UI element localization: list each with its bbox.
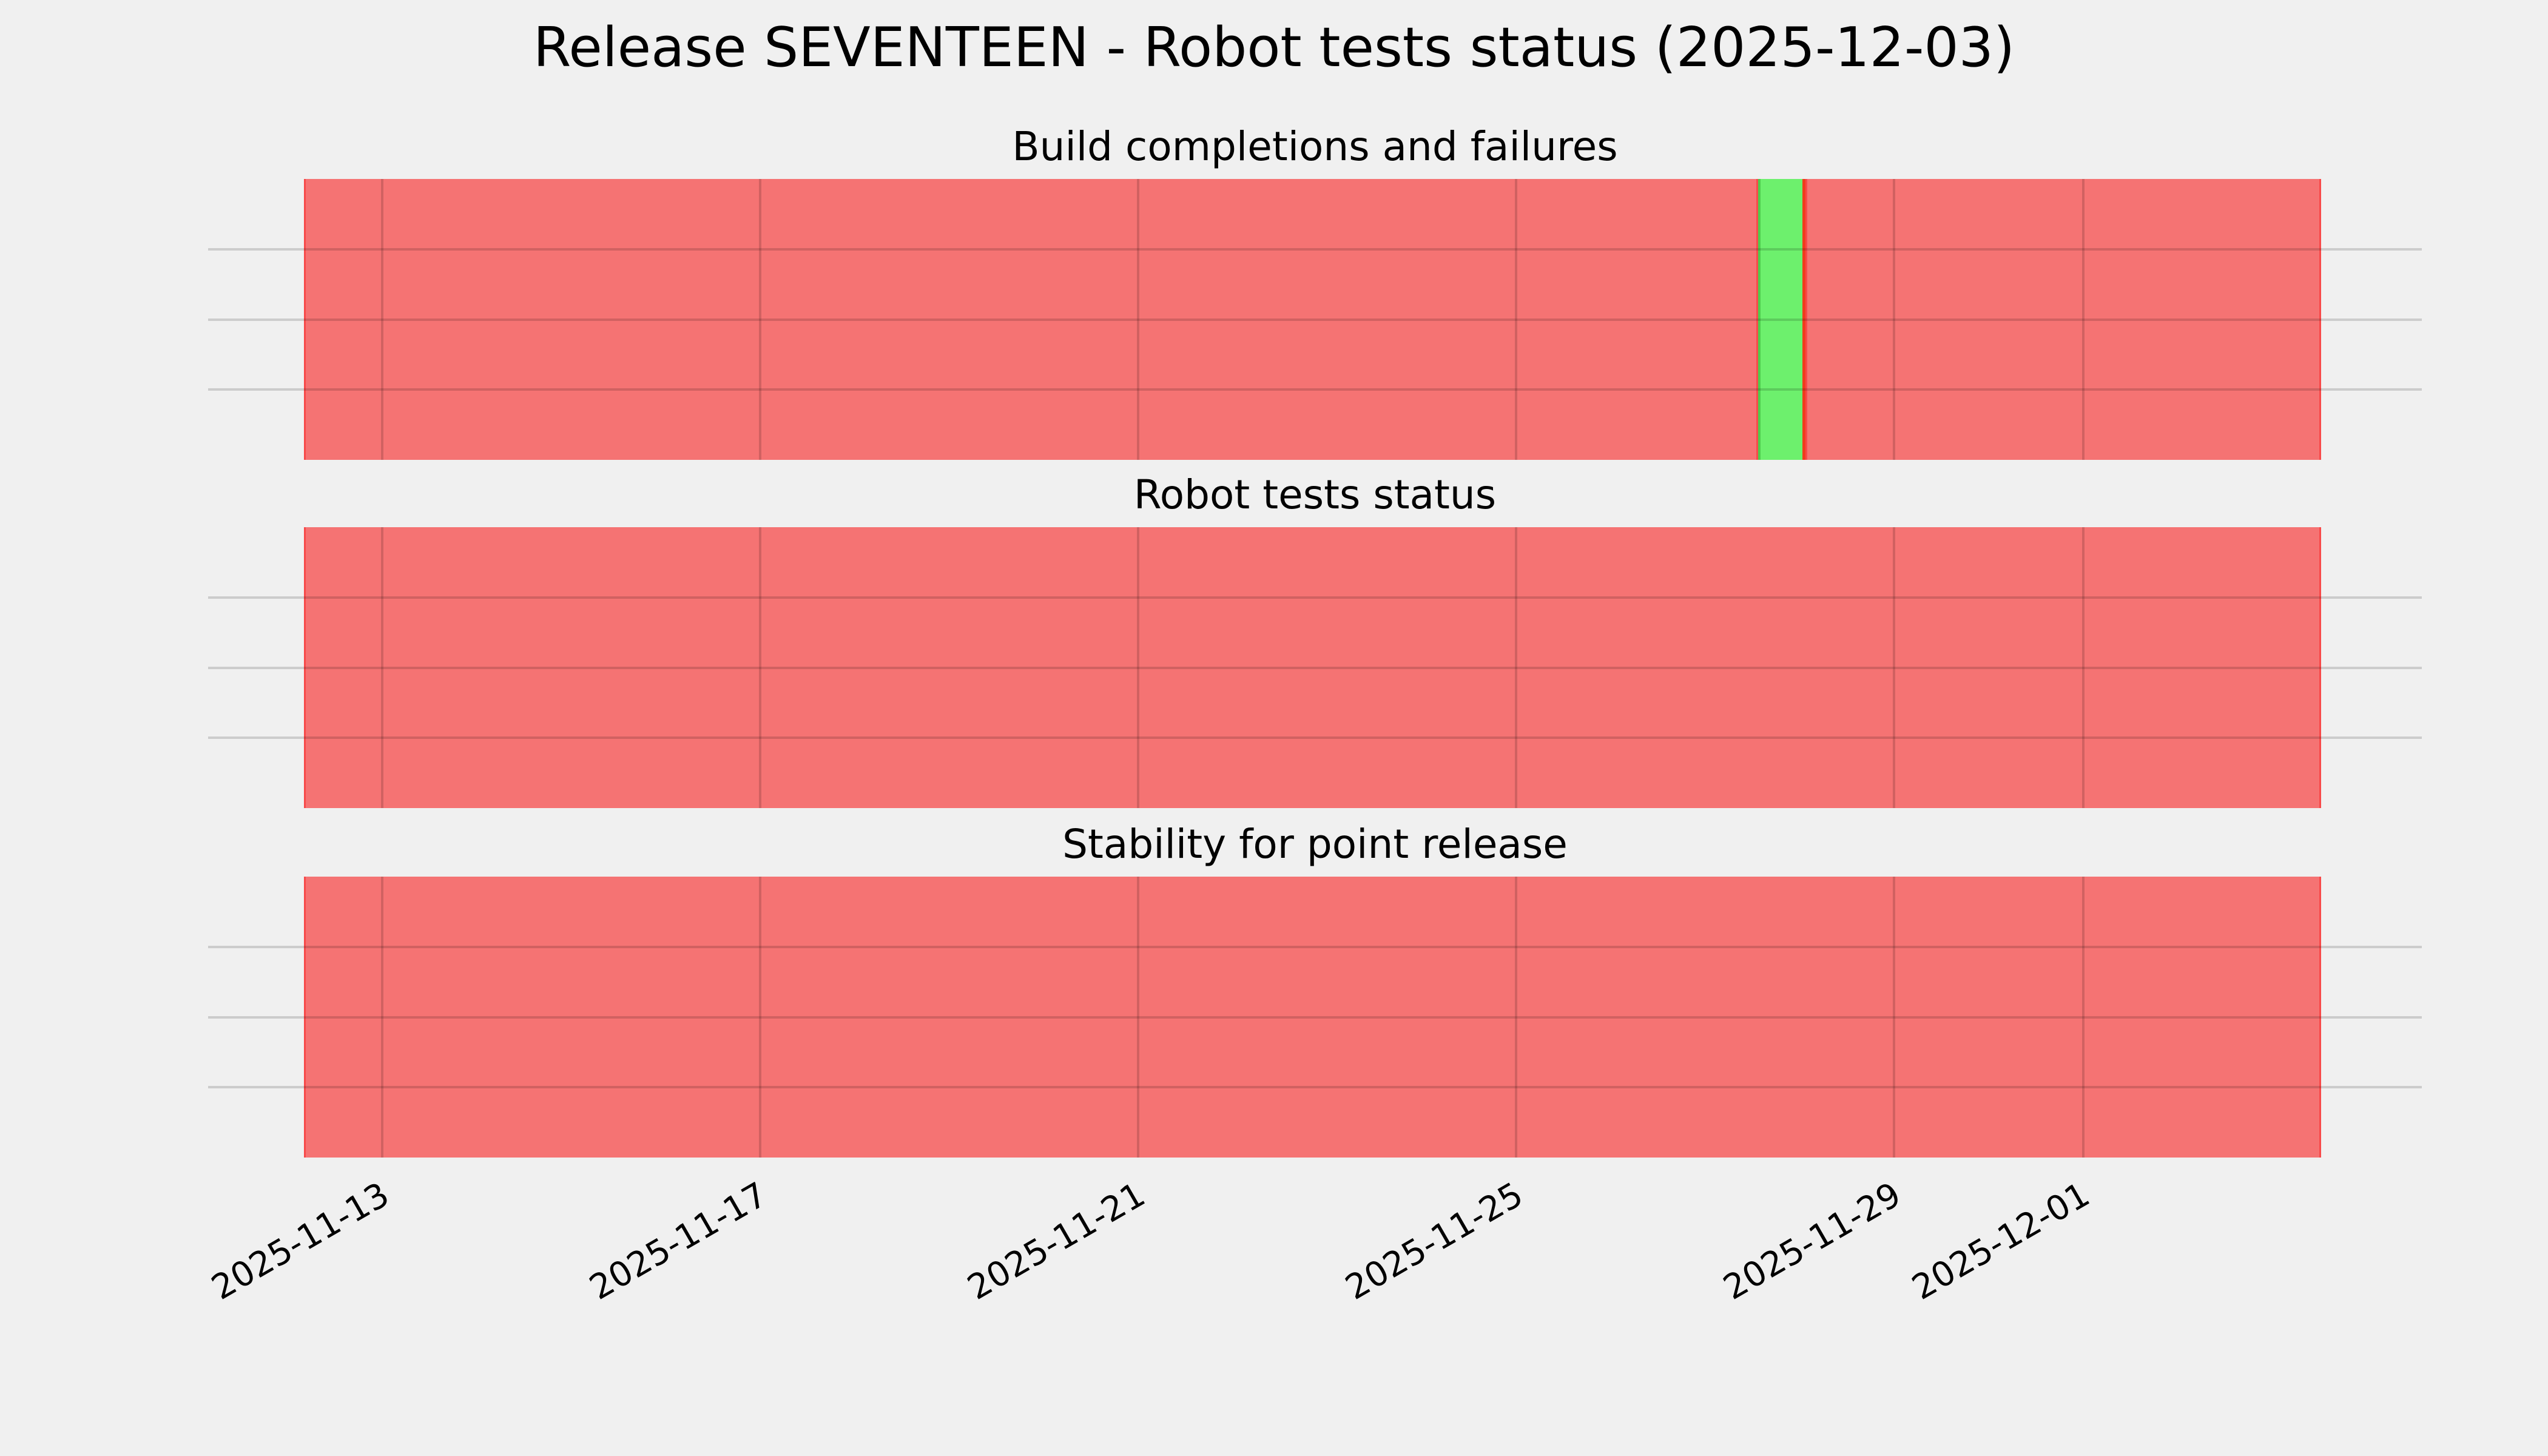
status-segment-fail [304,877,2321,1158]
axes-1 [208,179,2422,460]
axes-3 [208,877,2422,1158]
vertical-gridline [1893,877,1895,1158]
figure-title: Release SEVENTEEN - Robot tests status (… [533,16,2015,79]
vertical-gridline [2081,179,2085,460]
vertical-gridline [1893,527,1895,808]
horizontal-gridline [208,248,2422,251]
subplot2-title: Robot tests status [1133,471,1497,518]
horizontal-gridline [208,318,2422,321]
horizontal-gridline [208,1086,2422,1089]
vertical-gridline [1515,179,1517,460]
vertical-gridline [1515,877,1517,1158]
vertical-gridline [1137,179,1140,460]
horizontal-gridline [208,666,2422,669]
x-tick-label: 2025-11-29 [1716,1175,1908,1308]
x-tick-label: 2025-11-25 [1338,1175,1530,1308]
vertical-gridline [380,527,383,808]
x-tick-label: 2025-11-21 [960,1175,1152,1308]
horizontal-gridline [208,1016,2422,1019]
horizontal-gridline [208,596,2422,599]
vertical-gridline [2081,877,2085,1158]
vertical-gridline [1515,527,1517,808]
x-tick-label: 2025-12-01 [1906,1175,2097,1308]
status-segment-pass [1758,179,1805,460]
x-tick-label: 2025-11-13 [204,1175,396,1308]
vertical-gridline [2081,527,2085,808]
vertical-gridline [1137,877,1140,1158]
vertical-gridline [758,877,761,1158]
vertical-gridline [380,877,383,1158]
horizontal-gridline [208,945,2422,948]
vertical-gridline [758,179,761,460]
vertical-gridline [1893,179,1895,460]
status-segment-fail [304,179,1758,460]
status-segment-fail [1805,179,2321,460]
vertical-gridline [380,179,383,460]
status-segment-fail [304,527,2321,808]
vertical-gridline [758,527,761,808]
subplot1-title: Build completions and failures [1012,123,1618,170]
horizontal-gridline [208,736,2422,740]
x-tick-label: 2025-11-17 [582,1175,774,1308]
horizontal-gridline [208,388,2422,391]
vertical-gridline [1137,527,1140,808]
axes-2 [208,527,2422,808]
subplot3-title: Stability for point release [1062,821,1568,868]
